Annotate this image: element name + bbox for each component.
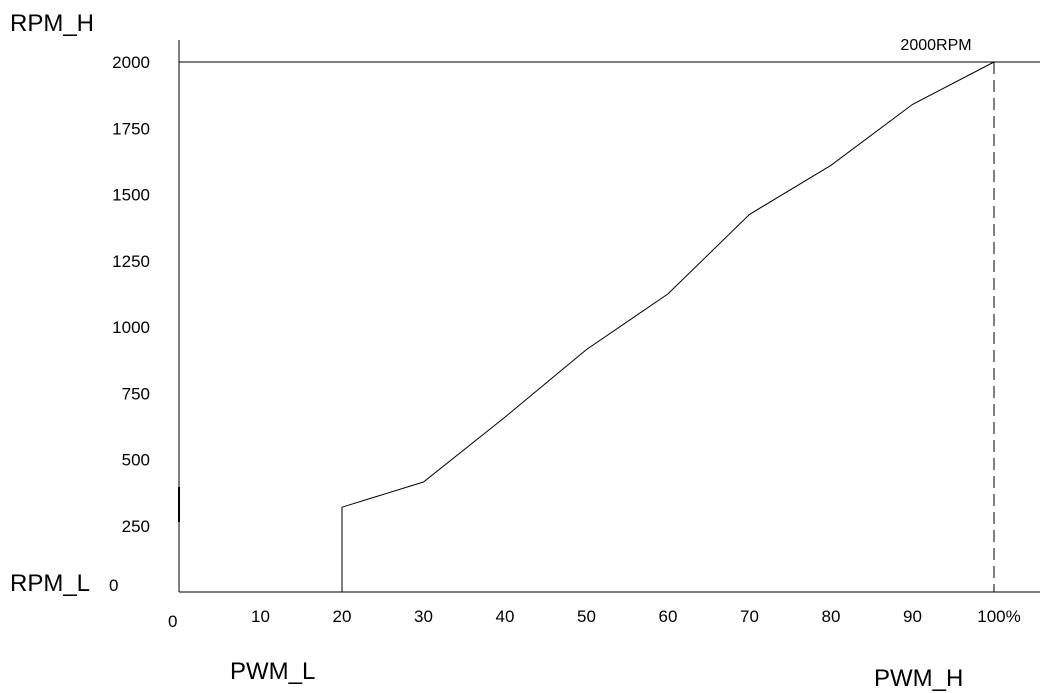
x-tick-labels: 10 20 30 40 50 60 70 80 90 100% [251,607,1021,626]
x-tick-label: 100% [977,607,1020,626]
y-tick-label: 1750 [112,119,150,138]
y-tick-label: 750 [122,384,150,403]
y-axis-low-label: RPM_L [10,570,90,597]
x-axis-high-label: PWM_H [874,665,963,692]
x-tick-label: 30 [414,607,433,626]
y-tick-labels: 250 500 750 1000 1250 1500 1750 2000 [112,53,150,536]
x-tick-label: 70 [740,607,759,626]
y-axis-high-label: RPM_H [10,10,94,37]
y-origin-label: 0 [109,576,118,595]
y-tick-label: 500 [122,451,150,470]
rpm-curve-line [341,61,995,592]
x-tick-label: 10 [251,607,270,626]
x-tick-label: 90 [903,607,922,626]
max-rpm-annotation: 2000RPM [900,37,971,54]
y-tick-label: 1250 [112,252,150,271]
y-tick-label: 250 [122,517,150,536]
y-tick-label: 1500 [112,186,150,205]
x-tick-label: 20 [333,607,352,626]
x-axis-low-label: PWM_L [230,658,315,685]
axes [178,40,1040,593]
x-tick-label: 80 [822,607,841,626]
y-tick-label: 1000 [112,318,150,337]
y-tick-label: 2000 [112,53,150,72]
x-tick-label: 40 [496,607,515,626]
x-tick-label: 50 [577,607,596,626]
x-tick-label: 60 [659,607,678,626]
x-origin-label: 0 [168,612,177,631]
